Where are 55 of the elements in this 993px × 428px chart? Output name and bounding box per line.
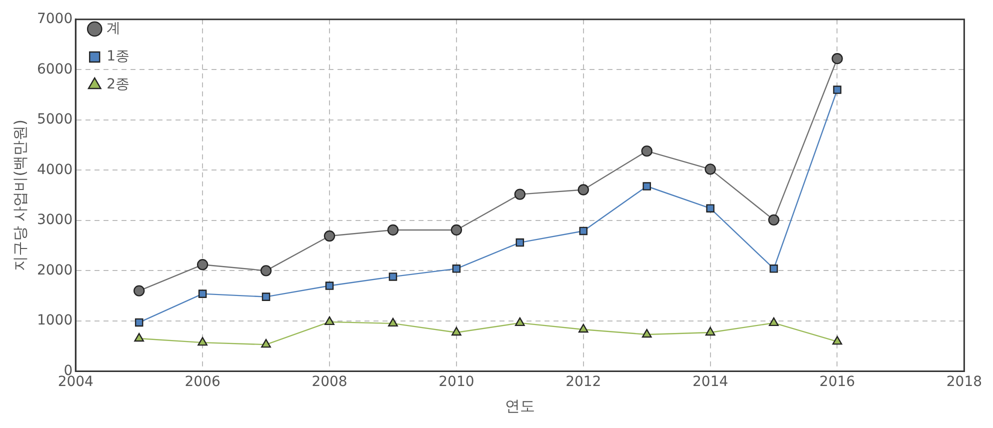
y-tick-label: 4000 [36, 162, 73, 178]
point [325, 282, 334, 290]
y-tick-label: 5000 [36, 112, 73, 128]
x-tick-label: 2010 [438, 374, 474, 390]
point [388, 272, 398, 281]
point [770, 264, 778, 273]
point [578, 184, 589, 196]
point [134, 318, 144, 327]
x-tick-label: 2006 [184, 374, 220, 390]
point [768, 214, 780, 226]
point [514, 317, 525, 326]
point [198, 290, 207, 298]
point [832, 336, 842, 345]
x-tick-label: 2018 [946, 374, 982, 390]
x-tick-label: 2012 [566, 374, 602, 390]
y-tick-label: 2000 [36, 262, 73, 278]
point [198, 336, 208, 346]
point [324, 230, 336, 242]
y-tick-label: 7000 [36, 11, 73, 28]
point [452, 326, 462, 336]
point [516, 238, 524, 247]
point [514, 188, 526, 200]
y-axis-title: 지구당 사업비(백만원) [10, 120, 29, 272]
point [578, 324, 588, 333]
point [388, 318, 398, 327]
y-tick-label: 3000 [36, 212, 73, 228]
point [579, 226, 588, 236]
point [262, 292, 270, 301]
legend-label: 2종 [106, 76, 130, 93]
y-tick-label: 6000 [36, 61, 73, 78]
point [260, 265, 272, 276]
x-tick-label: 2014 [692, 374, 728, 390]
point [642, 182, 651, 190]
point [768, 317, 779, 326]
point [324, 316, 334, 326]
point [387, 224, 399, 236]
point [833, 86, 842, 94]
point [133, 285, 145, 296]
point [134, 332, 144, 342]
x-axis-title: 연도 [504, 396, 535, 415]
point [642, 328, 652, 338]
point [641, 145, 652, 157]
point [704, 164, 716, 175]
point [261, 338, 271, 348]
x-tick-label: 2016 [819, 374, 856, 390]
point [832, 53, 843, 64]
point [706, 204, 714, 213]
point [705, 326, 716, 336]
legend-label: 1종 [106, 48, 130, 65]
y-tick-label: 1000 [36, 312, 73, 329]
legend-label: 계 [106, 20, 121, 37]
x-tick-label: 2008 [312, 374, 348, 390]
point [196, 259, 208, 270]
point [452, 264, 461, 273]
point [450, 224, 462, 236]
